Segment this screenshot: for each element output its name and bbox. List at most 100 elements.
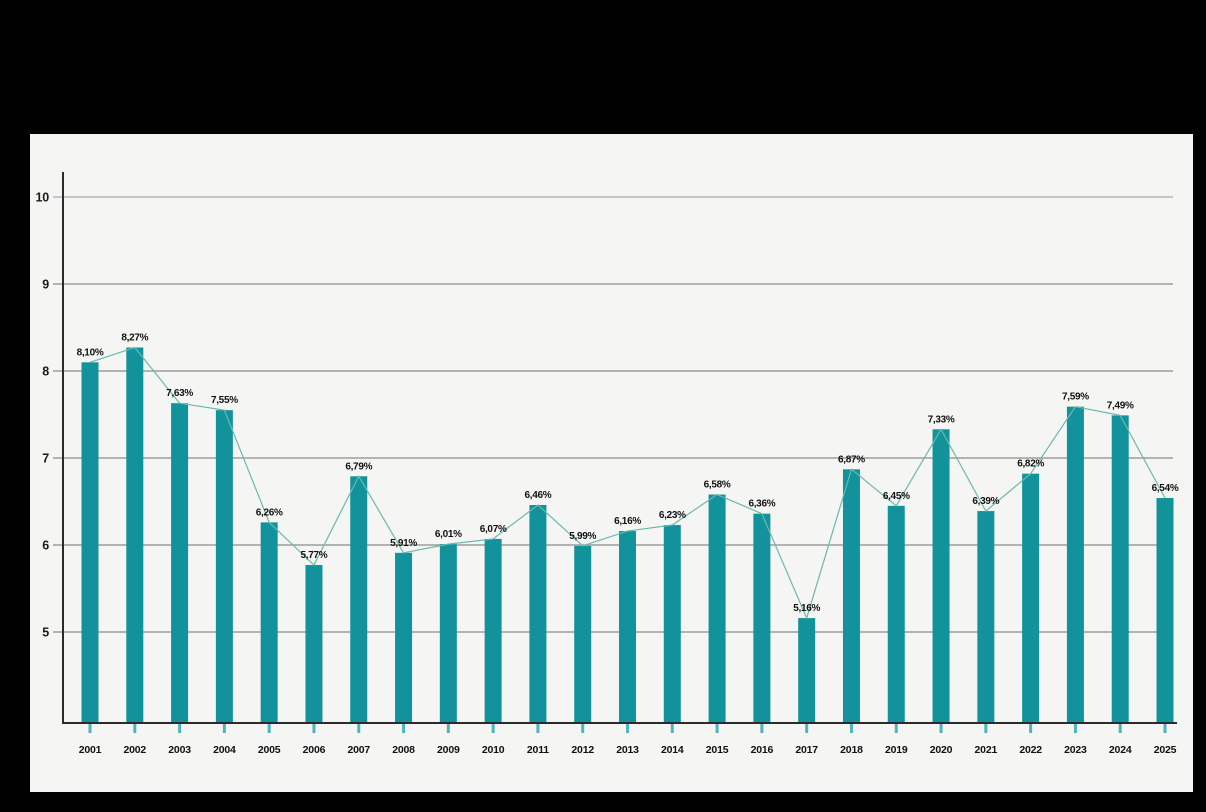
x-axis-label: 2025 bbox=[1154, 744, 1177, 756]
x-axis-label: 2015 bbox=[706, 744, 729, 756]
value-label: 6,36% bbox=[748, 499, 775, 510]
x-axis-label: 2004 bbox=[213, 744, 236, 756]
x-axis-tick bbox=[626, 724, 630, 733]
value-label: 6,07% bbox=[480, 524, 507, 535]
value-label: 5,99% bbox=[569, 531, 596, 542]
value-label: 6,82% bbox=[1017, 459, 1044, 470]
x-axis-label: 2008 bbox=[392, 744, 415, 756]
trend-line bbox=[89, 346, 1166, 620]
bar bbox=[1156, 498, 1174, 723]
bar bbox=[574, 545, 592, 723]
x-axis-label: 2006 bbox=[303, 744, 326, 756]
value-label: 7,59% bbox=[1062, 392, 1089, 403]
value-label: 6,87% bbox=[838, 454, 865, 465]
bar bbox=[663, 524, 681, 723]
y-axis-tick-label: 8 bbox=[42, 365, 49, 379]
x-axis-tick bbox=[357, 724, 361, 733]
x-axis-tick bbox=[984, 724, 988, 733]
x-axis-label: 2019 bbox=[885, 744, 908, 756]
value-label: 6,26% bbox=[256, 507, 283, 518]
bar bbox=[619, 531, 637, 723]
value-label: 6,79% bbox=[345, 461, 372, 472]
x-axis-label: 2013 bbox=[616, 744, 639, 756]
bar bbox=[932, 429, 950, 723]
x-axis-label: 2010 bbox=[482, 744, 505, 756]
bar bbox=[305, 565, 323, 723]
x-axis-label: 2022 bbox=[1019, 744, 1042, 756]
x-axis-label: 2024 bbox=[1109, 744, 1132, 756]
x-axis-label: 2001 bbox=[79, 744, 102, 756]
x-axis-label: 2023 bbox=[1064, 744, 1087, 756]
x-axis-tick bbox=[1073, 724, 1077, 733]
bar bbox=[1111, 415, 1129, 723]
x-axis-label: 2009 bbox=[437, 744, 460, 756]
y-axis-tick-label: 7 bbox=[42, 452, 49, 466]
x-axis-label: 2017 bbox=[795, 744, 818, 756]
value-label: 6,46% bbox=[524, 490, 551, 501]
bar bbox=[260, 522, 278, 723]
value-label: 6,23% bbox=[659, 510, 686, 521]
x-axis-tick bbox=[1029, 724, 1033, 733]
x-axis-tick bbox=[805, 724, 809, 733]
value-label: 5,91% bbox=[390, 538, 417, 549]
bar bbox=[81, 362, 99, 723]
value-label: 7,49% bbox=[1107, 400, 1134, 411]
x-axis-tick bbox=[88, 724, 92, 733]
bar bbox=[529, 504, 547, 723]
bar bbox=[395, 552, 413, 723]
value-label: 7,63% bbox=[166, 388, 193, 399]
bar bbox=[708, 494, 726, 723]
value-label: 6,58% bbox=[704, 480, 731, 491]
x-axis-label: 2002 bbox=[124, 744, 147, 756]
value-label: 6,45% bbox=[883, 491, 910, 502]
y-axis-tick-label: 10 bbox=[35, 191, 49, 205]
x-axis-tick bbox=[760, 724, 764, 733]
chart-panel: 5 6 7 8 9 10 2001 2002 2003 2004 2005 2006 2007 2008 2… bbox=[30, 134, 1193, 792]
x-axis-label: 2012 bbox=[571, 744, 594, 756]
x-axis-label: 2014 bbox=[661, 744, 684, 756]
x-axis-tick bbox=[581, 724, 585, 733]
x-axis-tick bbox=[402, 724, 406, 733]
value-label: 6,54% bbox=[1152, 483, 1179, 494]
bar bbox=[798, 618, 816, 723]
bar bbox=[350, 476, 368, 723]
x-axis-tick bbox=[1163, 724, 1167, 733]
value-label: 8,10% bbox=[77, 347, 104, 358]
bar bbox=[126, 347, 144, 723]
y-axis-tick-label: 9 bbox=[42, 278, 49, 292]
x-axis-tick bbox=[536, 724, 540, 733]
bar bbox=[887, 505, 905, 723]
value-label: 7,55% bbox=[211, 395, 238, 406]
bar bbox=[215, 410, 233, 723]
x-axis-label: 2016 bbox=[751, 744, 774, 756]
x-axis-tick bbox=[446, 724, 450, 733]
bar bbox=[439, 544, 457, 723]
bar bbox=[842, 469, 860, 723]
value-label: 5,16% bbox=[793, 603, 820, 614]
bar bbox=[1066, 406, 1084, 723]
value-label: 6,16% bbox=[614, 516, 641, 527]
value-label: 6,39% bbox=[972, 496, 999, 507]
value-label: 6,01% bbox=[435, 529, 462, 540]
x-axis-tick bbox=[715, 724, 719, 733]
x-axis-tick bbox=[267, 724, 271, 733]
x-axis-tick bbox=[894, 724, 898, 733]
bar bbox=[1022, 473, 1040, 723]
bar bbox=[753, 513, 771, 723]
y-axis-tick-label: 5 bbox=[42, 626, 49, 640]
x-axis-tick bbox=[1118, 724, 1122, 733]
bar bbox=[171, 403, 189, 723]
chart-canvas: 5 6 7 8 9 10 2001 2002 2003 2004 2005 2006 2007 2008 2… bbox=[35, 172, 1179, 756]
bar bbox=[977, 511, 995, 723]
x-axis-tick bbox=[133, 724, 137, 733]
x-axis-label: 2005 bbox=[258, 744, 281, 756]
value-label: 7,33% bbox=[928, 414, 955, 425]
x-axis-tick bbox=[849, 724, 853, 733]
y-axis-tick-label: 6 bbox=[42, 539, 49, 553]
value-label: 5,77% bbox=[301, 550, 328, 561]
x-axis-label: 2011 bbox=[527, 744, 549, 756]
x-axis-label: 2021 bbox=[975, 744, 998, 756]
value-label: 8,27% bbox=[121, 333, 148, 344]
x-axis-label: 2020 bbox=[930, 744, 953, 756]
x-axis-label: 2018 bbox=[840, 744, 863, 756]
